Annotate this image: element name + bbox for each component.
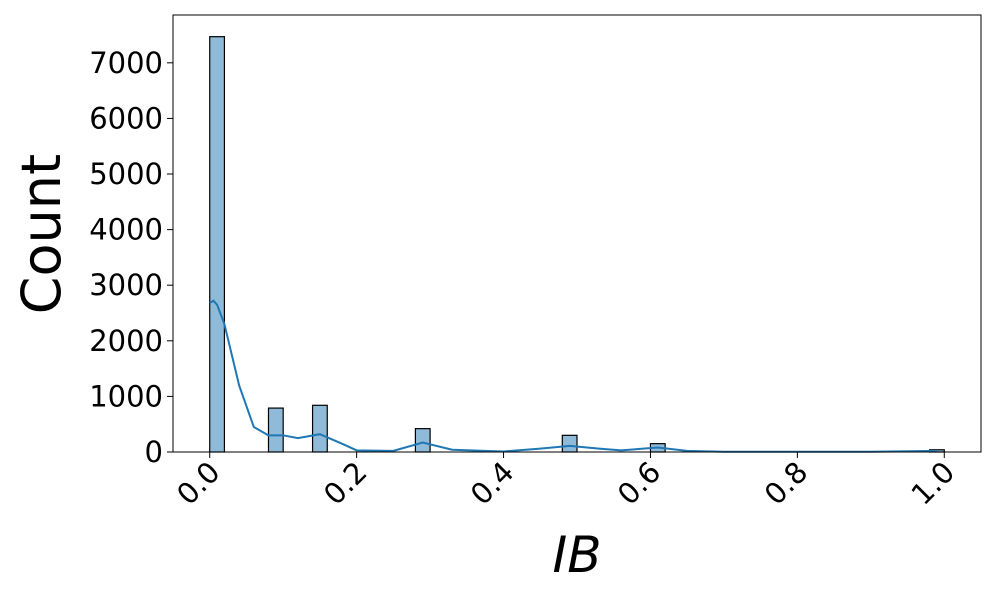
y-axis-label: Count — [10, 154, 73, 314]
plot-frame — [172, 14, 982, 453]
bar — [209, 36, 226, 453]
y-tick-label: 2000 — [89, 324, 163, 358]
y-tick-label: 7000 — [89, 46, 163, 80]
y-tick-label: 1000 — [89, 379, 163, 413]
bar — [414, 428, 431, 453]
bar — [311, 404, 328, 453]
y-tick-label: 5000 — [89, 157, 163, 191]
bar — [267, 407, 284, 453]
y-tick-label: 3000 — [89, 268, 163, 302]
y-tick-label: 4000 — [89, 213, 163, 247]
x-axis-label: IB — [552, 526, 601, 584]
kde-line — [209, 299, 937, 453]
x-tick-label: 0.0 — [170, 455, 227, 512]
y-tick-label: 6000 — [89, 101, 163, 135]
x-tick-label: 0.2 — [317, 455, 374, 512]
x-tick-label: 1.0 — [905, 455, 962, 512]
x-tick-label: 0.4 — [464, 455, 521, 512]
x-tick-label: 0.8 — [758, 455, 815, 512]
x-tick-label: 0.6 — [611, 455, 668, 512]
y-tick-label: 0 — [145, 435, 163, 469]
bar — [561, 434, 578, 453]
